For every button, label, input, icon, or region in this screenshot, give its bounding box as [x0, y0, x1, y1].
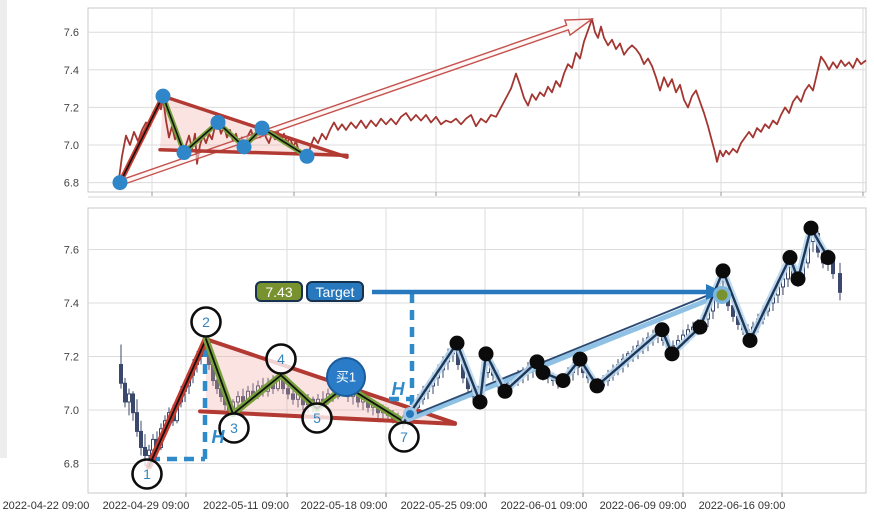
wave-core — [119, 95, 164, 184]
plot-area — [87, 7, 867, 193]
height-label: H — [212, 427, 226, 447]
wave-number-circle — [301, 402, 333, 434]
swing-dot — [497, 383, 513, 399]
wave-number-label: 1 — [143, 466, 151, 482]
swing-dot — [589, 378, 605, 394]
y-tick-label: 7.2 — [64, 352, 79, 364]
plot-area — [87, 207, 867, 494]
wave-number-label: 3 — [230, 420, 238, 436]
wave-core — [162, 95, 308, 158]
pattern-dot — [254, 120, 270, 136]
swing-dot — [472, 394, 488, 410]
left-gutter — [0, 0, 7, 458]
swing-dot — [692, 319, 708, 335]
wave-number-circle — [218, 412, 250, 444]
wave-number-label: 5 — [313, 410, 321, 426]
x-date-label: 2022-06-16 09:00 — [699, 500, 786, 512]
target-marker — [716, 289, 728, 301]
blue-trendline-core — [403, 288, 723, 420]
wave-number-label: 7 — [400, 429, 408, 445]
swing-dot — [478, 346, 494, 362]
wave-number-circle — [388, 421, 420, 453]
swing-dot — [572, 351, 588, 367]
wave-number-circle — [265, 343, 297, 375]
pattern-dot — [112, 175, 128, 191]
swing-dot — [555, 373, 571, 389]
swing-dot — [742, 332, 758, 348]
y-tick-label: 7.6 — [64, 245, 79, 257]
wave-core — [148, 338, 207, 468]
y-tick-label: 7.4 — [64, 65, 79, 77]
y-tick-label: 6.8 — [64, 459, 79, 471]
swing-dot — [790, 271, 806, 287]
pattern-dot — [155, 88, 171, 104]
buy-signal-label: 买1 — [336, 370, 356, 385]
wave-number-circle — [131, 458, 163, 490]
y-tick-label: 7.4 — [64, 298, 79, 310]
height-label: H — [392, 379, 406, 399]
x-date-label: 2022-04-22 09:00 — [3, 500, 90, 512]
swing-dot — [803, 220, 819, 236]
x-date-label: 2022-06-01 09:00 — [501, 500, 588, 512]
swing-dot — [449, 335, 465, 351]
buy-signal-badge — [326, 357, 366, 397]
swing-dot — [654, 322, 670, 338]
y-tick-label: 7.2 — [64, 102, 79, 114]
top-chart: 7.6 7.4 7.2 7.0 6.8 — [64, 7, 867, 198]
pattern-dot — [210, 114, 226, 130]
target-price-badge: 7.43 — [255, 281, 303, 302]
y-tick-label: 7.0 — [64, 140, 79, 152]
wave-number-label: 2 — [202, 314, 210, 330]
y-tick-label: 7.6 — [64, 27, 79, 39]
swing-dot — [820, 250, 836, 266]
pattern-dot — [236, 139, 252, 155]
wave-number-circle — [190, 306, 222, 338]
swing-dot — [782, 250, 798, 266]
x-date-label: 2022-05-25 09:00 — [401, 500, 488, 512]
x-date-label: 2022-06-09 09:00 — [600, 500, 687, 512]
x-date-label: 2022-05-11 09:00 — [203, 500, 289, 512]
pattern-dot — [176, 145, 192, 161]
swing-dot — [535, 365, 551, 381]
pattern-dot — [299, 148, 315, 164]
y-tick-label: 7.0 — [64, 405, 79, 417]
wave-number-label: 4 — [277, 351, 285, 367]
swing-dot — [664, 346, 680, 362]
x-date-label: 2022-05-18 09:00 — [301, 500, 388, 512]
swing-dot — [715, 263, 731, 279]
bottom-chart: 7.6 7.4 7.2 7.0 6.8 2022-04-22 09:00 2022-04-2… — [3, 207, 867, 512]
blue-trendline — [403, 292, 723, 424]
target-badge: Target — [306, 281, 364, 302]
y-tick-label: 6.8 — [64, 178, 79, 190]
buy-dot — [406, 410, 414, 418]
x-date-label: 2022-04-29 09:00 — [103, 500, 190, 512]
